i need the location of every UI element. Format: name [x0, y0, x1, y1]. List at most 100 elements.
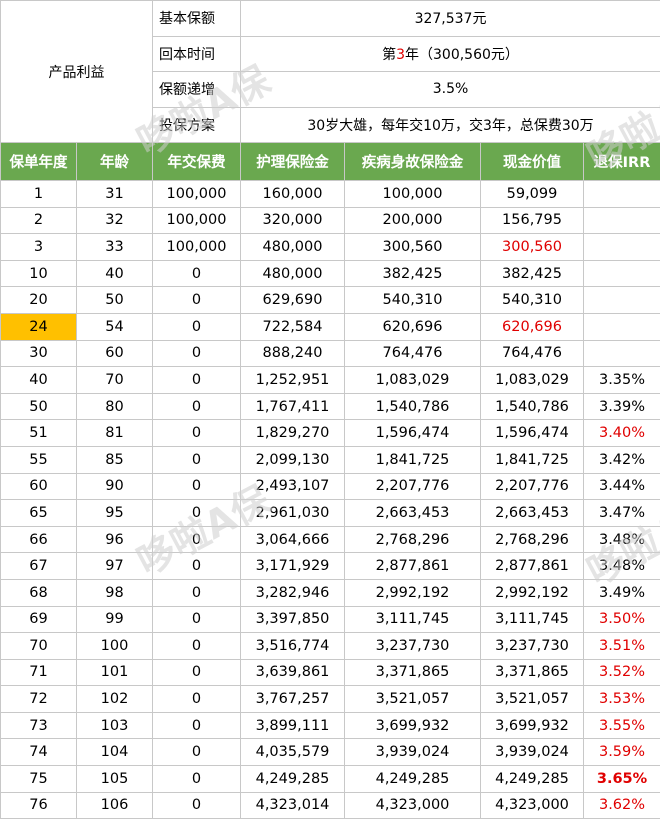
age-cell: 70 [76, 366, 153, 394]
surrender-irr-cell: 3.44% [582, 472, 660, 501]
column-header: 年龄 [76, 142, 153, 181]
care-benefit-cell: 2,099,130 [240, 445, 345, 474]
annual-premium-cell: 0 [152, 605, 241, 634]
policy-year-cell: 3 [0, 233, 77, 261]
surrender-irr-cell [582, 259, 660, 288]
column-header: 退保IRR [582, 142, 660, 181]
table-row: 50 80 0 1,767,411 1,540,786 1,540,786 3.39% [0, 392, 660, 421]
care-benefit-cell: 3,282,946 [240, 578, 345, 607]
cash-value-cell: 2,663,453 [480, 499, 584, 527]
death-benefit-cell: 3,699,932 [344, 711, 481, 740]
death-benefit-cell: 382,425 [344, 259, 481, 288]
cash-value-cell: 4,323,000 [480, 791, 584, 820]
annual-premium-cell: 100,000 [152, 180, 241, 208]
policy-year-cell: 60 [0, 472, 77, 501]
cash-value-cell: 3,521,057 [480, 685, 584, 713]
surrender-irr-cell: 3.53% [582, 685, 660, 713]
column-header: 护理保险金 [240, 142, 345, 181]
surrender-irr-cell: 3.42% [582, 445, 660, 474]
cash-value-cell: 2,768,296 [480, 525, 584, 554]
table-row: 76 106 0 4,323,014 4,323,000 4,323,000 3.62% [0, 791, 660, 820]
table-row: 30 60 0 888,240 764,476 764,476 [0, 339, 660, 368]
table-row: 69 99 0 3,397,850 3,111,745 3,111,745 3.50% [0, 605, 660, 634]
death-benefit-cell: 3,521,057 [344, 685, 481, 713]
cash-value-cell: 2,992,192 [480, 578, 584, 607]
death-benefit-cell: 1,841,725 [344, 445, 481, 474]
death-benefit-cell: 3,371,865 [344, 658, 481, 687]
death-benefit-cell: 2,768,296 [344, 525, 481, 554]
policy-year-cell: 30 [0, 339, 77, 368]
surrender-irr-cell [582, 180, 660, 208]
info-label: 保额递增 [152, 71, 241, 108]
age-cell: 31 [76, 180, 153, 208]
surrender-irr-cell [582, 286, 660, 314]
age-cell: 98 [76, 578, 153, 607]
care-benefit-cell: 1,252,951 [240, 366, 345, 394]
care-benefit-cell: 3,516,774 [240, 632, 345, 660]
table-row: 3 33 100,000 480,000 300,560 300,560 [0, 233, 660, 261]
annual-premium-cell: 0 [152, 392, 241, 421]
info-label: 回本时间 [152, 35, 241, 72]
cash-value-cell: 3,939,024 [480, 738, 584, 767]
column-header: 现金价值 [480, 142, 584, 181]
care-benefit-cell: 3,171,929 [240, 552, 345, 580]
age-cell: 60 [76, 339, 153, 368]
surrender-irr-cell: 3.50% [582, 605, 660, 634]
info-value: 327,537元 [239, 0, 660, 37]
info-row-growth: 保额递增 3.5% [1, 71, 660, 108]
cash-value-cell: 1,596,474 [480, 419, 584, 447]
care-benefit-cell: 2,493,107 [240, 472, 345, 501]
policy-year-cell: 73 [0, 711, 77, 740]
death-benefit-cell: 2,877,861 [344, 552, 481, 580]
care-benefit-cell: 1,767,411 [240, 392, 345, 421]
care-benefit-cell: 3,064,666 [240, 525, 345, 554]
age-cell: 103 [76, 711, 153, 740]
death-benefit-cell: 100,000 [344, 180, 481, 208]
surrender-irr-cell: 3.51% [582, 632, 660, 660]
table-row: 40 70 0 1,252,951 1,083,029 1,083,029 3.35% [0, 366, 660, 394]
care-benefit-cell: 629,690 [240, 286, 345, 314]
surrender-irr-cell: 3.55% [582, 711, 660, 740]
info-row-payback-time: 回本时间 第3年（300,560元） [1, 35, 660, 72]
cash-value-cell: 540,310 [480, 286, 584, 314]
annual-premium-cell: 100,000 [152, 206, 241, 235]
table-row: 70 100 0 3,516,774 3,237,730 3,237,730 3.51% [0, 632, 660, 660]
cash-value-cell: 3,237,730 [480, 632, 584, 660]
cash-value-cell: 2,877,861 [480, 552, 584, 580]
annual-premium-cell: 0 [152, 578, 241, 607]
cash-value-cell: 382,425 [480, 259, 584, 288]
surrender-irr-cell [582, 233, 660, 261]
cash-value-cell: 764,476 [480, 339, 584, 368]
cash-value-cell: 620,696 [480, 312, 584, 341]
annual-premium-cell: 0 [152, 499, 241, 527]
age-cell: 80 [76, 392, 153, 421]
table-row: 20 50 0 629,690 540,310 540,310 [0, 286, 660, 314]
policy-year-cell: 24 [0, 312, 77, 341]
table-row: 60 90 0 2,493,107 2,207,776 2,207,776 3.44% [0, 472, 660, 501]
surrender-irr-cell: 3.48% [582, 552, 660, 580]
column-header: 年交保费 [152, 142, 241, 181]
surrender-irr-cell: 3.47% [582, 499, 660, 527]
info-label: 基本保额 [152, 0, 241, 37]
surrender-irr-cell: 3.59% [582, 738, 660, 767]
payback-prefix: 第 [382, 46, 397, 63]
surrender-irr-cell [582, 312, 660, 341]
death-benefit-cell: 4,323,000 [344, 791, 481, 820]
cash-value-cell: 3,111,745 [480, 605, 584, 634]
care-benefit-cell: 4,323,014 [240, 791, 345, 820]
annual-premium-cell: 0 [152, 445, 241, 474]
age-cell: 97 [76, 552, 153, 580]
care-benefit-cell: 4,249,285 [240, 765, 345, 793]
care-benefit-cell: 3,639,861 [240, 658, 345, 687]
age-cell: 106 [76, 791, 153, 820]
care-benefit-cell: 480,000 [240, 259, 345, 288]
policy-year-cell: 76 [0, 791, 77, 820]
policy-year-cell: 40 [0, 366, 77, 394]
annual-premium-cell: 0 [152, 259, 241, 288]
annual-premium-cell: 0 [152, 552, 241, 580]
age-cell: 100 [76, 632, 153, 660]
death-benefit-cell: 200,000 [344, 206, 481, 235]
care-benefit-cell: 4,035,579 [240, 738, 345, 767]
table-row: 10 40 0 480,000 382,425 382,425 [0, 259, 660, 288]
